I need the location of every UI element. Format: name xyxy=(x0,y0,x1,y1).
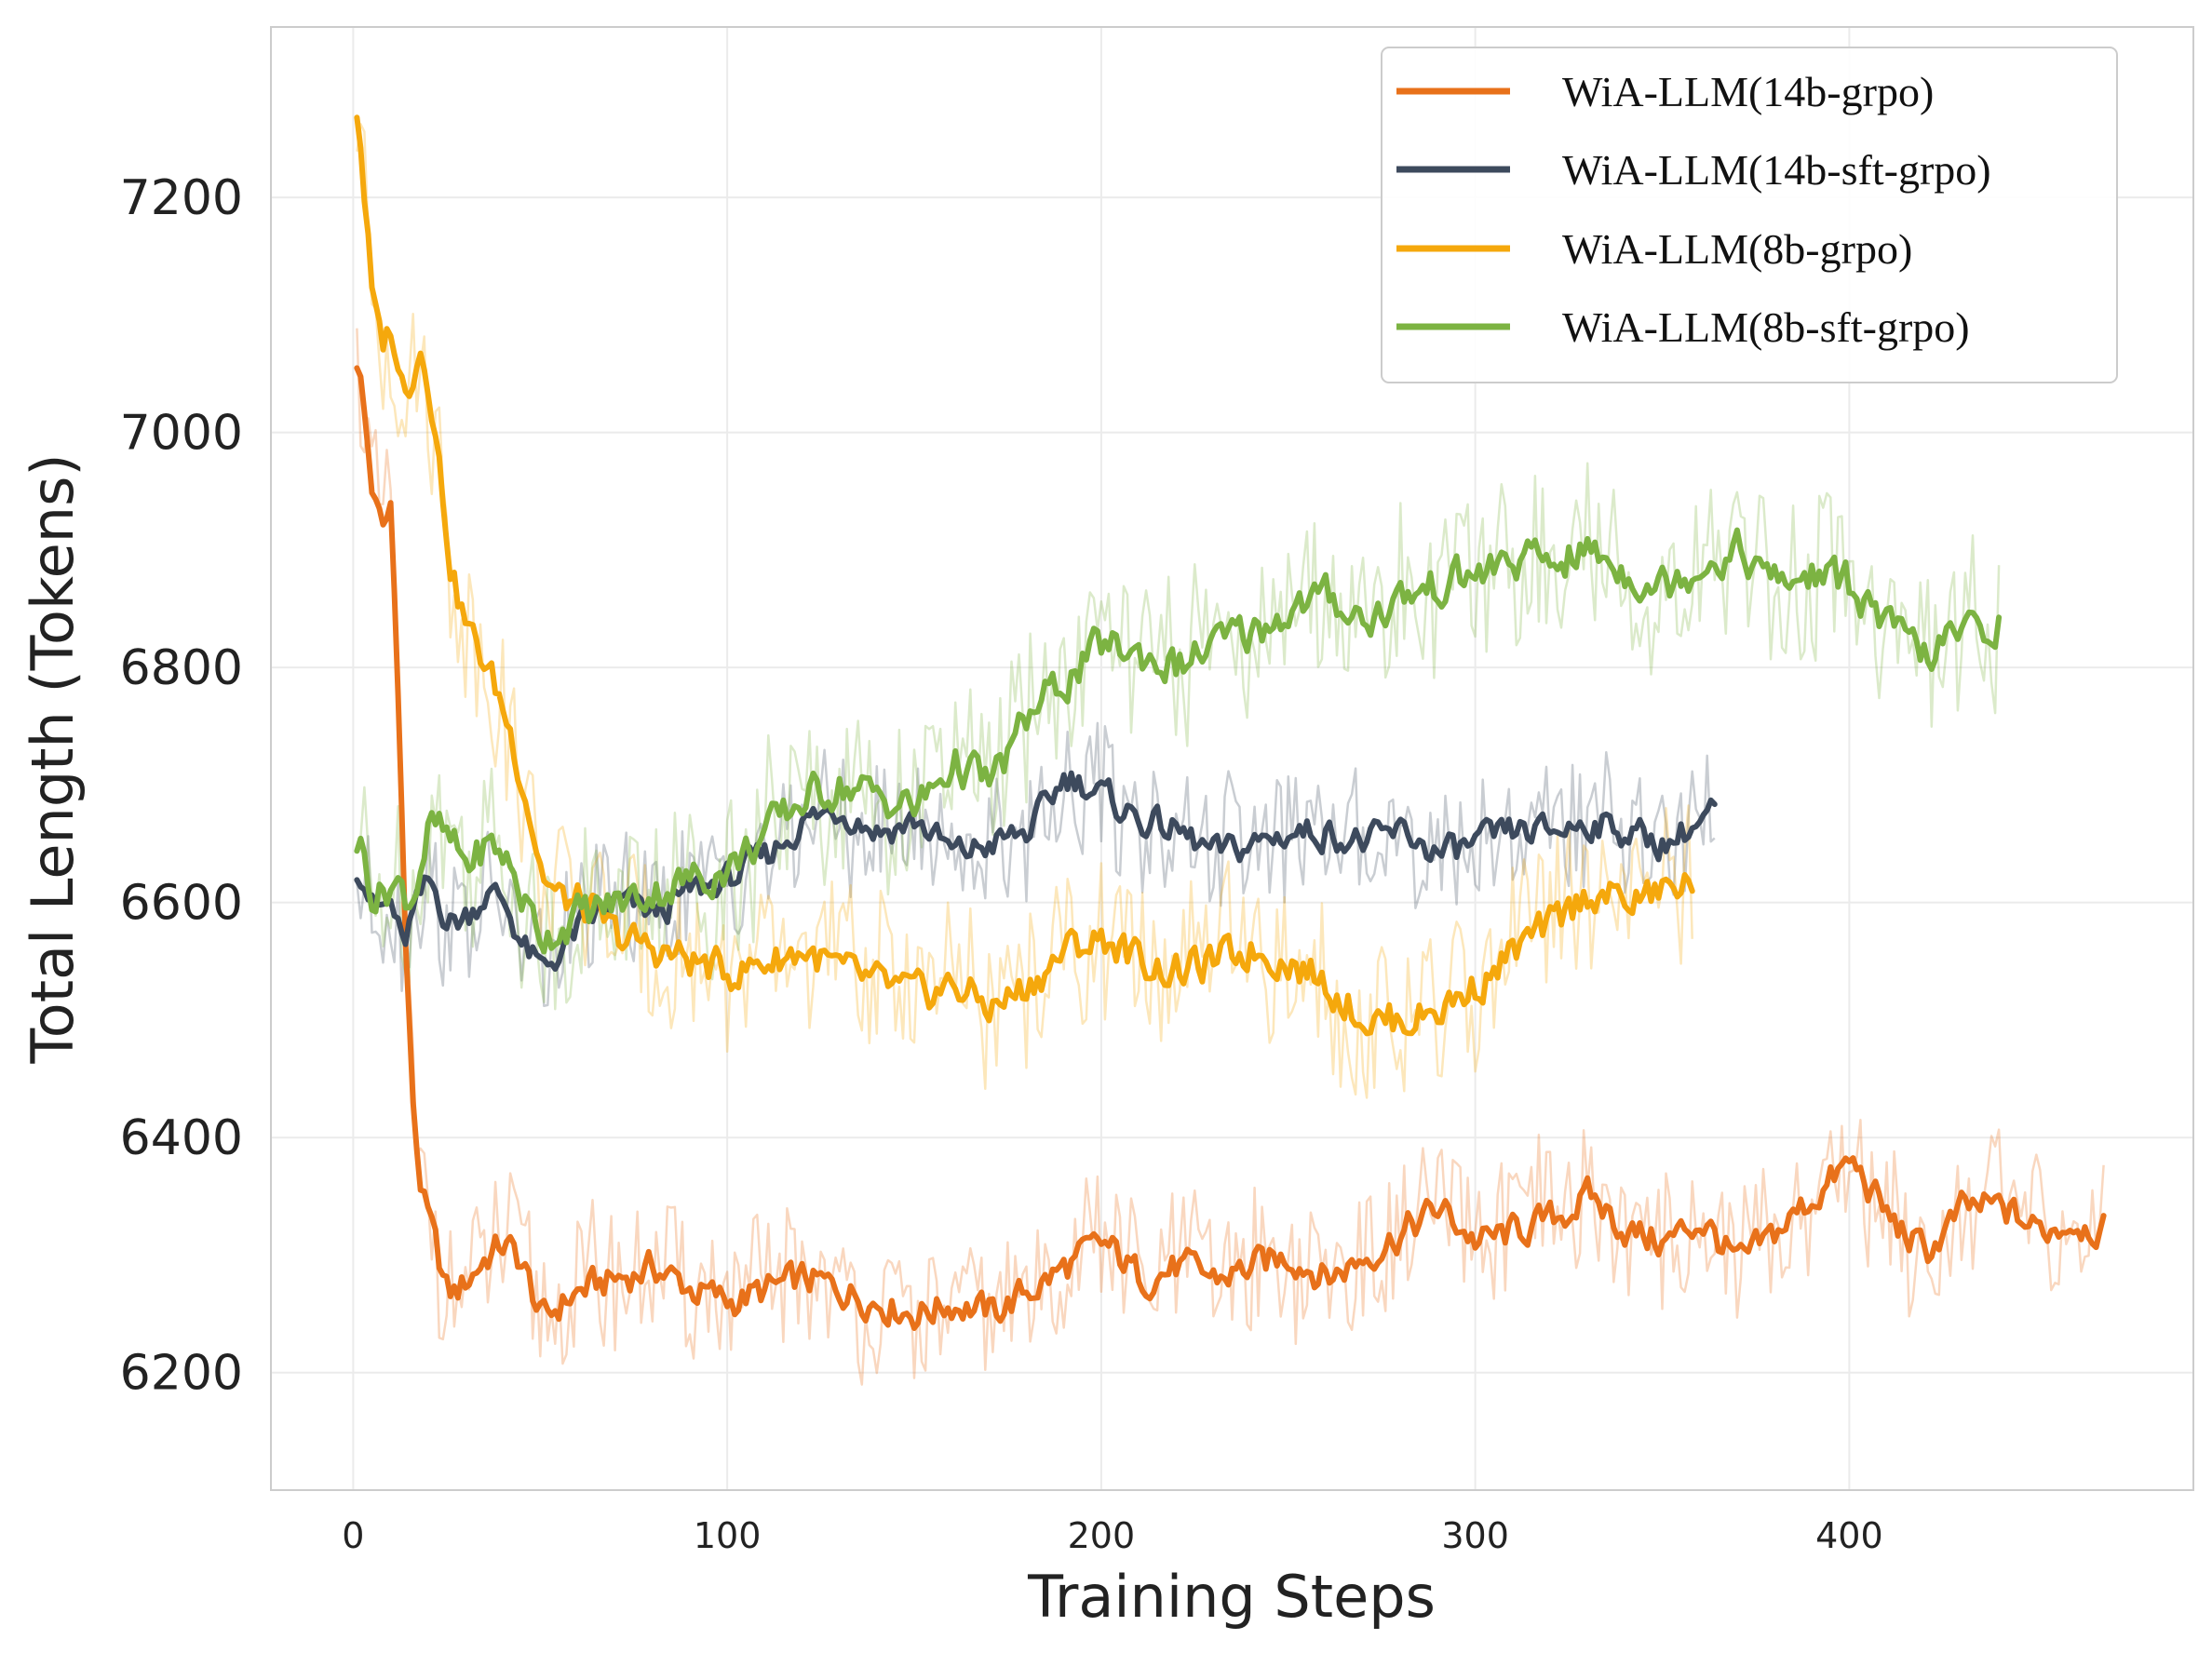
legend-label-8b-sft-grpo: WiA-LLM(8b-sft-grpo) xyxy=(1562,303,1970,351)
legend-frame xyxy=(1381,47,2118,383)
legend: WiA-LLM(14b-grpo) WiA-LLM(14b-sft-grpo) … xyxy=(1381,47,2118,383)
y-tick-label: 7200 xyxy=(120,170,243,226)
y-axis-label: Total Length (Tokens) xyxy=(19,453,87,1064)
series-line-14b-grpo xyxy=(354,365,2107,1331)
y-tick-label: 6600 xyxy=(120,876,243,932)
legend-label-14b-grpo: WiA-LLM(14b-grpo) xyxy=(1562,68,1934,115)
y-tick-label: 6200 xyxy=(120,1346,243,1402)
grid-lines xyxy=(271,27,2193,1490)
raw-line-14b-grpo xyxy=(356,328,2105,1386)
x-tick-label: 0 xyxy=(342,1515,364,1556)
y-tick-label: 7000 xyxy=(120,406,243,462)
x-tick-label: 100 xyxy=(694,1515,762,1556)
series-line-8b-sft-grpo xyxy=(354,527,2003,955)
x-tick-label: 400 xyxy=(1815,1515,1883,1556)
smoothed-series-layer xyxy=(354,114,2107,1331)
raw-line-8b-sft-grpo xyxy=(356,462,2001,1011)
y-tick-label: 6800 xyxy=(120,640,243,696)
x-axis-label: Training Steps xyxy=(1027,1563,1436,1631)
tick-labels: 0 100 200 300 400 6200 6400 6600 6800 7000 7200 xyxy=(120,170,1883,1556)
y-tick-label: 6400 xyxy=(120,1110,243,1166)
plot-area-frame xyxy=(270,26,2194,1491)
legend-label-14b-sft-grpo: WiA-LLM(14b-sft-grpo) xyxy=(1562,146,1991,194)
x-tick-label: 200 xyxy=(1068,1515,1136,1556)
x-tick-label: 300 xyxy=(1441,1515,1509,1556)
legend-label-8b-grpo: WiA-LLM(8b-grpo) xyxy=(1562,225,1912,273)
